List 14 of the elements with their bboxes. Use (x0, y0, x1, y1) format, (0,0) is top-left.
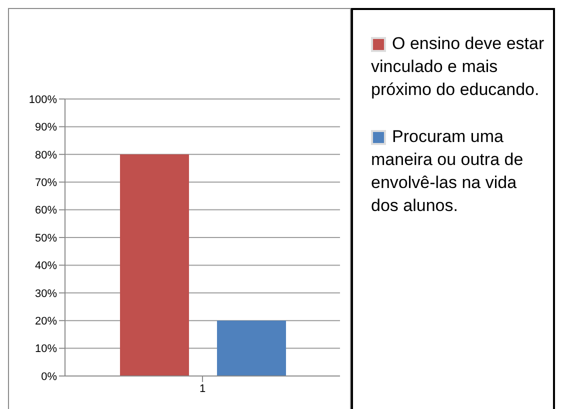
y-tick-label: 20% (34, 316, 58, 328)
legend-label: O ensino deve estar vinculado e mais próximo do educando. (371, 33, 545, 101)
y-tick-label: 60% (34, 204, 58, 217)
y-tick-label: 70% (34, 177, 58, 190)
y-tick-label: 0% (41, 370, 58, 383)
legend-label: Procuram uma maneira ou outra de envolvê-las na vida dos alunos. (371, 126, 524, 217)
y-tick-label: 10% (34, 343, 58, 356)
y-tick-label: 30% (34, 288, 58, 300)
y-tick-label: 40% (34, 260, 58, 272)
y-tick-label: 90% (34, 122, 58, 134)
y-tick-label: 80% (34, 149, 58, 162)
y-tick-label: 100% (28, 94, 58, 106)
x-tick-label: 1 (199, 382, 206, 395)
y-tick-label: 50% (34, 232, 58, 244)
